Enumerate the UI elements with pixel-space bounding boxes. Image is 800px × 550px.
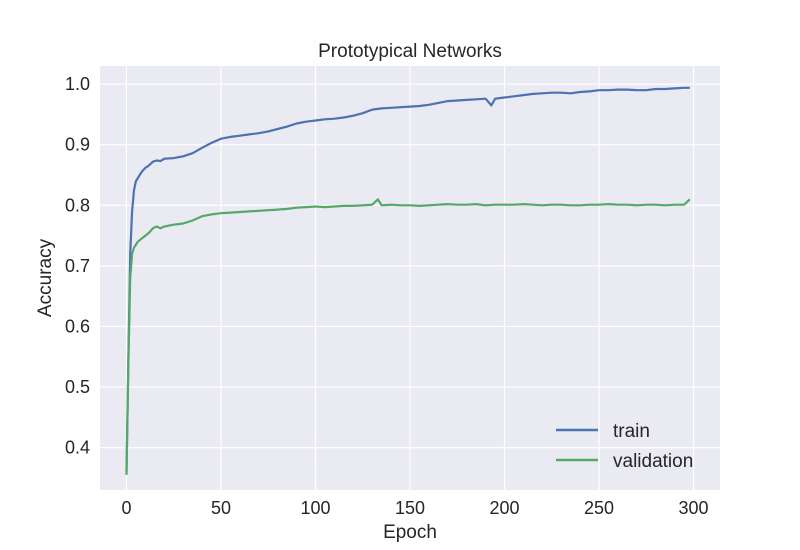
legend: train validation: [556, 421, 693, 472]
y-tick-label: 0.6: [65, 316, 90, 336]
x-tick-label: 250: [584, 498, 614, 518]
series-lines: [125, 86, 691, 475]
grid-lines: [100, 66, 720, 490]
x-tick-label: 200: [489, 498, 519, 518]
series-line-validation: [125, 198, 691, 475]
y-axis-ticks: 0.4 0.5 0.6 0.7 0.8 0.9 1.0: [65, 74, 90, 457]
x-tick-label: 100: [300, 498, 330, 518]
x-tick-label: 300: [679, 498, 709, 518]
legend-label-train: train: [613, 421, 650, 442]
y-tick-label: 0.8: [65, 195, 90, 215]
legend-label-validation: validation: [613, 451, 693, 472]
x-tick-label: 0: [121, 498, 131, 518]
y-tick-label: 0.4: [65, 438, 90, 458]
y-tick-label: 1.0: [65, 74, 90, 94]
chart-title: Prototypical Networks: [318, 41, 502, 62]
y-tick-label: 0.5: [65, 377, 90, 397]
x-axis-ticks: 0 50 100 150 200 250 300: [121, 498, 708, 518]
y-tick-label: 0.7: [65, 256, 90, 276]
x-axis-label: Epoch: [383, 522, 437, 543]
x-tick-label: 50: [211, 498, 231, 518]
y-axis-label: Accuracy: [35, 238, 56, 317]
series-line-train: [125, 86, 690, 472]
x-tick-label: 150: [395, 498, 425, 518]
y-tick-label: 0.9: [65, 135, 90, 155]
